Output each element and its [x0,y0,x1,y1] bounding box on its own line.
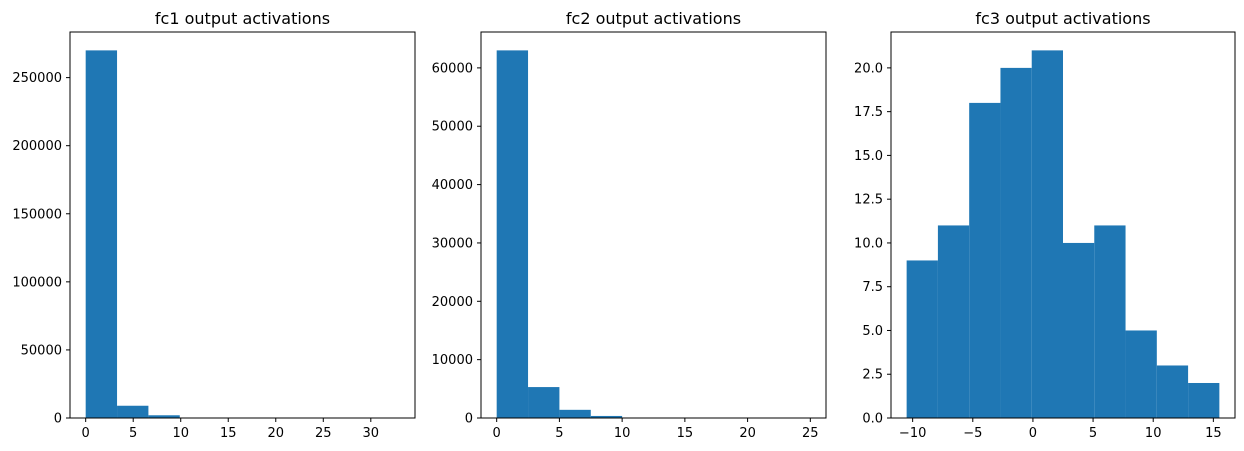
x-tick-label: 10 [1145,426,1162,441]
x-tick-label: 10 [614,426,631,441]
y-tick-label: 20000 [432,295,473,310]
histogram-bar [148,415,180,418]
y-tick-label: 0 [54,412,62,427]
axes-frame [480,31,827,419]
histogram-bar [906,260,938,418]
histogram-bar [528,387,560,418]
histogram-bar [1031,50,1063,418]
chart-panel-3: −10 −5 0 5 10 15 0.0 2.5 5.0 7.5 10.0 12.5 15.0 17.5 2… [854,9,1236,441]
histogram-bar [85,50,118,418]
y-tick-label: 50000 [21,343,62,358]
x-tick-label: 15 [677,426,694,441]
y-tick-label: 50000 [432,120,473,135]
histogram-bar [117,405,149,418]
x-tick-label: 10 [172,426,189,441]
chart-title: fc3 output activations [975,9,1150,28]
axes-frame [890,31,1236,419]
histogram-bar [1094,225,1126,418]
chart-panel-1: 0 5 10 15 20 25 30 0 50000 100000 150000 200000 2500… [12,9,416,441]
x-tick-label: 5 [555,426,563,441]
y-tick-label: 7.5 [862,280,883,295]
y-tick-label: 30000 [432,236,473,251]
y-tick-label: 0 [465,412,473,427]
x-tick-label: 20 [267,426,284,441]
y-tick-label: 5.0 [862,324,883,339]
y-tick-label: 250000 [12,71,62,86]
y-tick-label: 2.5 [862,368,883,383]
y-tick-label: 17.5 [854,105,883,120]
axes-frame [69,31,416,419]
x-tick-label: 5 [1089,426,1097,441]
chart-panel-2: 0 5 10 15 20 25 0 10000 20000 30000 40000 50000 6000… [432,9,827,441]
x-tick-label: 20 [739,426,756,441]
y-tick-label: 40000 [432,178,473,193]
y-tick-label: 200000 [12,139,62,154]
histogram-bar [1063,242,1095,418]
histogram-bar [1125,330,1157,418]
x-tick-label: −5 [963,426,982,441]
x-tick-label: 30 [363,426,380,441]
histogram-bar [969,102,1001,419]
x-tick-label: 15 [1205,426,1222,441]
histogram-bar [590,415,623,418]
x-tick-label: −10 [899,426,926,441]
histogram-bar [1156,365,1189,418]
y-tick-label: 20.0 [854,61,883,76]
histogram-bar [1188,382,1220,418]
x-tick-label: 15 [220,426,237,441]
x-tick-label: 0 [1029,426,1037,441]
y-tick-label: 15.0 [854,149,883,164]
y-tick-label: 150000 [12,207,62,222]
histogram-bar [496,50,529,418]
y-tick-label: 10000 [432,353,473,368]
x-tick-label: 0 [493,426,501,441]
y-tick-label: 12.5 [854,193,883,208]
chart-title: fc2 output activations [566,9,741,28]
histogram-bar [559,409,591,418]
y-tick-label: 10.0 [854,236,883,251]
x-tick-label: 0 [82,426,90,441]
x-tick-label: 25 [802,426,819,441]
x-tick-label: 25 [315,426,332,441]
histogram-bar [937,225,970,418]
histogram-bar [1000,67,1032,418]
y-tick-label: 100000 [12,275,62,290]
chart-title: fc1 output activations [155,9,330,28]
y-tick-label: 60000 [432,61,473,76]
y-tick-label: 0.0 [862,412,883,427]
x-tick-label: 5 [129,426,137,441]
